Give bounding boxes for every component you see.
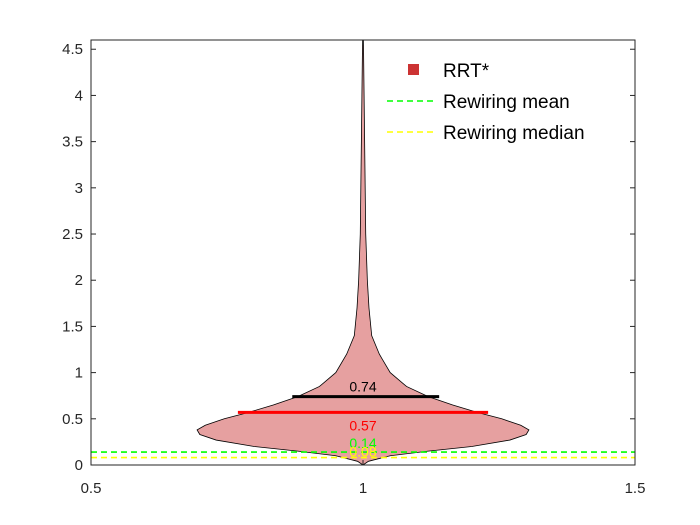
y-tick-label-1: 0.5 — [62, 411, 83, 428]
x-tick-label-2: 1.5 — [625, 480, 646, 497]
legend-label: RRT* — [443, 61, 490, 82]
y-tick-label-7: 3.5 — [62, 134, 83, 151]
stat-label-0.57: 0.57 — [349, 417, 376, 433]
violin-body-0 — [196, 40, 530, 465]
legend-label: Rewiring median — [443, 123, 585, 144]
plot-area: 0.74 0.57 0.140.08 — [91, 40, 635, 465]
axes: 0.5 1 1.5 0 0.5 1 1.5 2 2.5 3 3.5 4 4.5 — [62, 39, 646, 497]
legend: RRT* Rewiring mean Rewiring median — [387, 61, 585, 144]
stat-label-0.74: 0.74 — [349, 379, 376, 395]
y-tick-label-4: 2 — [75, 272, 83, 289]
reference-label-0.08: 0.08 — [349, 444, 376, 460]
y-tick-label-6: 3 — [75, 180, 83, 197]
legend-marker-square — [408, 64, 419, 75]
plot-content — [91, 40, 635, 465]
x-tick-label-1: 1 — [359, 480, 367, 497]
x-tick-label-0: 0.5 — [81, 480, 102, 497]
y-tick-label-2: 1 — [75, 365, 83, 382]
y-tick-label-9: 4.5 — [62, 41, 83, 58]
legend-item-rewiring-mean: Rewiring mean — [387, 92, 570, 113]
y-tick-label-8: 4 — [75, 87, 83, 104]
legend-label: Rewiring mean — [443, 92, 570, 113]
legend-item-rrt-: RRT* — [408, 61, 490, 82]
legend-item-rewiring-median: Rewiring median — [387, 123, 585, 144]
reference-label-0.14: 0.14 — [349, 435, 376, 451]
y-tick-label-3: 1.5 — [62, 318, 83, 335]
y-tick-label-0: 0 — [75, 457, 83, 474]
y-tick-label-5: 2.5 — [62, 226, 83, 243]
